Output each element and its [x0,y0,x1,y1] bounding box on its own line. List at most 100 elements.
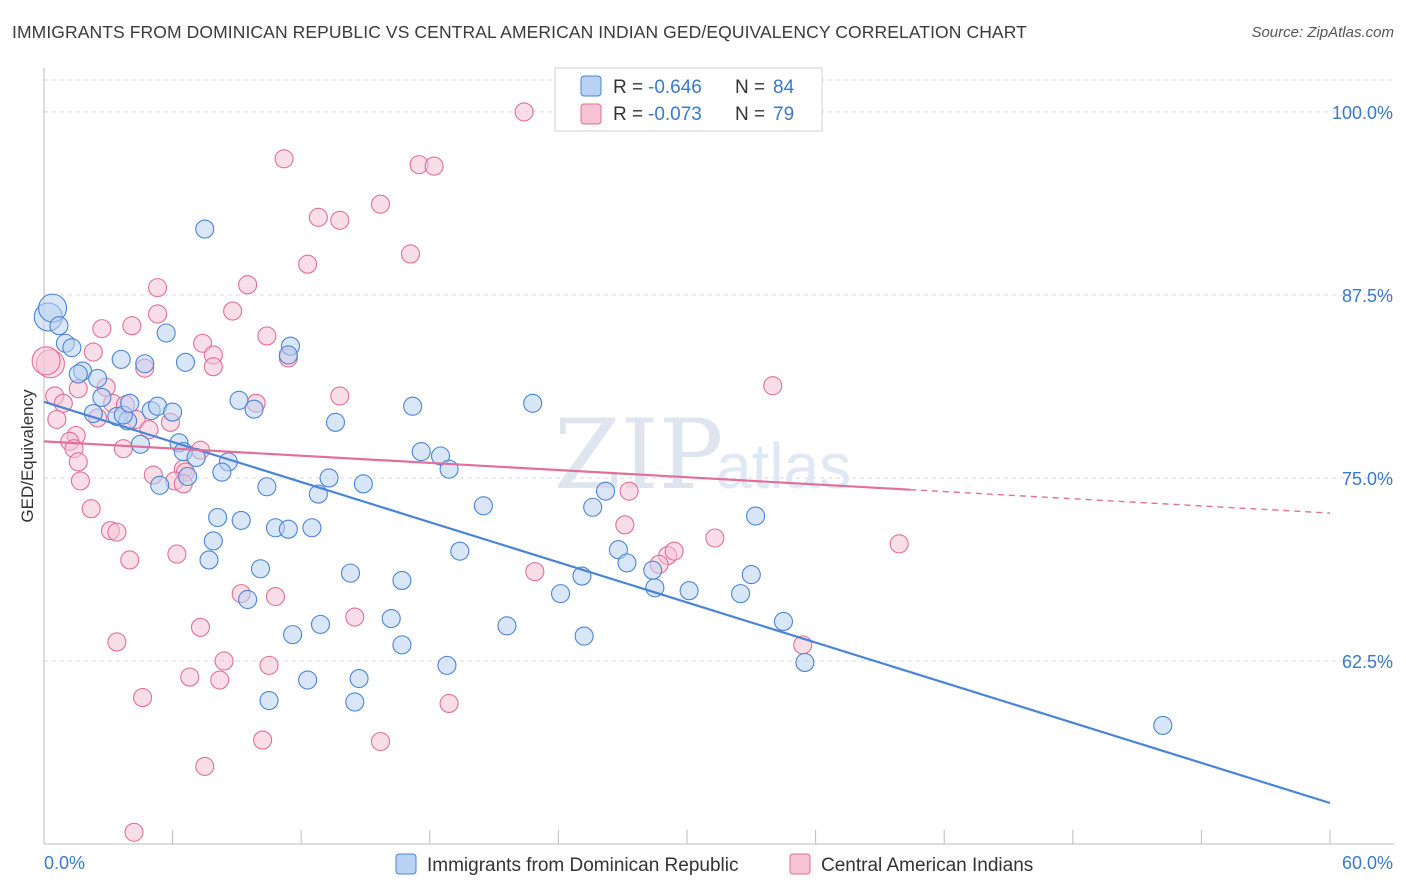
series-legend-swatch-pink [789,853,811,875]
data-point-dominican-republic [278,519,298,539]
data-point-central-american-indians [525,562,545,582]
legend-r-value-1: -0.646 [648,77,702,98]
axes [43,68,1394,845]
data-point-central-american-indians [257,326,277,346]
data-point-central-american-indians [439,693,459,713]
data-point-central-american-indians [400,244,421,264]
trend-line-dominican-republic [43,400,1331,805]
data-point-central-american-indians [92,319,112,339]
data-point-dominican-republic [302,518,322,538]
data-point-dominican-republic [381,608,401,629]
data-point-central-american-indians [120,550,140,570]
data-point-dominican-republic [156,323,176,343]
data-point-dominican-republic [450,541,470,561]
data-point-central-american-indians [68,452,88,472]
data-point-dominican-republic [283,625,303,645]
data-point-dominican-republic [679,581,699,601]
data-point-dominican-republic [130,434,150,454]
data-point-central-american-indians [615,515,635,535]
data-point-dominican-republic [325,412,346,432]
data-point-dominican-republic [741,565,761,585]
data-point-central-american-indians [83,342,103,362]
legend-r-label-2: R = [613,104,643,125]
data-point-central-american-indians [763,376,783,396]
data-point-dominican-republic [62,338,82,358]
data-point-dominican-republic [617,553,637,573]
data-point-central-american-indians [308,207,328,227]
data-point-central-american-indians [370,731,391,752]
data-point-central-american-indians [664,541,684,561]
x-ticks [43,830,1331,844]
data-point-dominican-republic [596,481,616,501]
data-point-dominican-republic [574,626,594,646]
y-tick-label: 87.5% [1342,286,1393,306]
data-point-central-american-indians [889,534,909,554]
trend-lines [43,400,1331,805]
legend-n-label-2: N = [735,104,765,125]
series-legend-label-pink: Central American Indians [821,855,1033,876]
data-point-dominican-republic [231,510,251,530]
legend-r-label-1: R = [613,77,643,98]
data-point-dominican-republic [340,563,361,583]
data-point-dominican-republic [583,497,603,517]
data-point-central-american-indians [107,522,127,542]
legend-swatch-blue [580,75,602,97]
series-central-american-indians [31,102,909,842]
y-axis-title: GED/Equivalency [18,389,37,523]
data-point-central-american-indians [190,617,211,637]
data-point-central-american-indians [148,304,168,324]
data-point-dominican-republic [497,616,517,636]
data-point-dominican-republic [746,506,766,526]
data-point-central-american-indians [214,651,234,671]
y-tick-label: 75.0% [1342,469,1393,489]
data-point-dominican-republic [195,219,215,239]
grid [44,79,1394,662]
y-tick-label: 100.0% [1332,103,1393,123]
data-point-dominican-republic [203,531,223,551]
series-legend-swatch-blue [395,853,417,875]
data-point-central-american-indians [47,409,67,429]
data-point-dominican-republic [49,316,69,336]
legend-n-value-2: 79 [773,104,794,125]
data-point-dominican-republic [523,393,543,413]
data-point-dominican-republic [392,635,412,655]
watermark-atlas: atlas [716,430,851,502]
data-point-dominican-republic [175,352,196,372]
data-point-dominican-republic [257,477,277,497]
data-point-dominican-republic [212,462,232,482]
data-point-dominican-republic [178,466,198,487]
data-point-dominican-republic [345,692,365,712]
data-point-central-american-indians [345,607,365,627]
series-legend: Immigrants from Dominican Republic Centr… [395,853,1033,876]
data-point-central-american-indians [330,210,350,230]
data-point-central-american-indians [107,632,127,652]
legend-n-value-1: 84 [773,77,795,98]
data-point-central-american-indians [113,439,133,459]
data-point-central-american-indians [167,544,187,564]
data-point-dominican-republic [68,364,88,384]
data-point-central-american-indians [81,499,101,519]
data-point-dominican-republic [208,507,228,528]
data-point-central-american-indians [259,655,279,675]
data-point-dominican-republic [773,611,794,631]
data-point-central-american-indians [619,481,639,501]
data-point-dominican-republic [353,474,373,494]
data-point-dominican-republic [250,559,271,579]
data-point-central-american-indians [330,386,350,406]
data-point-dominican-republic [199,550,219,570]
data-point-dominican-republic [731,584,751,604]
data-point-central-american-indians [705,528,725,548]
data-point-dominican-republic [120,393,140,413]
data-point-central-american-indians [195,756,215,776]
data-point-dominican-republic [403,396,423,416]
data-point-central-american-indians [53,393,73,413]
data-point-dominican-republic [437,655,457,675]
data-point-dominican-republic [298,670,318,690]
data-point-dominican-republic [135,354,155,374]
correlation-legend: R = -0.646 N = 84 R = -0.073 N = 79 [554,67,823,132]
data-point-dominican-republic [111,349,131,369]
legend-swatch-pink [580,103,602,125]
data-point-central-american-indians [203,357,223,377]
series-dominican-republic [33,219,1173,735]
